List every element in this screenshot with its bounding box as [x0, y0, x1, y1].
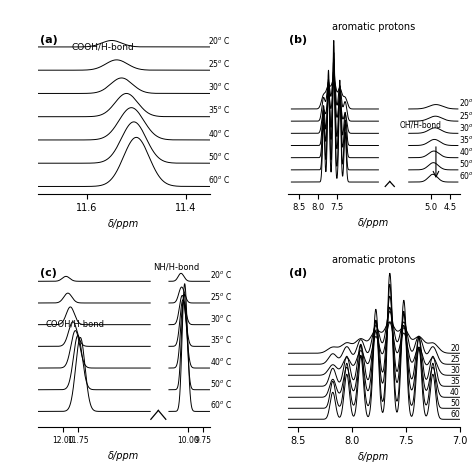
Text: 40: 40	[450, 388, 460, 397]
Text: 30$^o$: 30$^o$	[459, 122, 474, 133]
Text: 25$^o$: 25$^o$	[459, 109, 474, 120]
Text: 30$^o$ C: 30$^o$ C	[208, 81, 230, 92]
Text: 20$^o$ C: 20$^o$ C	[210, 269, 233, 280]
Text: 35$^o$: 35$^o$	[459, 134, 474, 145]
Text: (b): (b)	[289, 35, 308, 45]
Text: 40$^o$: 40$^o$	[459, 146, 474, 157]
Text: 25$^o$ C: 25$^o$ C	[208, 58, 230, 69]
Text: 35: 35	[450, 377, 460, 386]
Text: COOH/H-bond: COOH/H-bond	[72, 42, 135, 51]
Text: 40$^o$ C: 40$^o$ C	[210, 356, 233, 367]
Text: (d): (d)	[289, 268, 308, 278]
Text: 60$^o$: 60$^o$	[459, 171, 474, 182]
Text: 35$^o$ C: 35$^o$ C	[208, 104, 230, 115]
Text: 60$^o$ C: 60$^o$ C	[208, 174, 230, 185]
Text: 50: 50	[450, 399, 460, 408]
Title: aromatic protons: aromatic protons	[332, 255, 415, 265]
Title: aromatic protons: aromatic protons	[332, 22, 415, 32]
Text: 30$^o$ C: 30$^o$ C	[210, 313, 233, 324]
Text: 50$^o$ C: 50$^o$ C	[210, 378, 233, 389]
Text: (a): (a)	[40, 35, 57, 45]
X-axis label: δ/ppm: δ/ppm	[358, 218, 389, 228]
X-axis label: δ/ppm: δ/ppm	[109, 451, 140, 461]
Text: 25: 25	[450, 355, 460, 364]
Text: 30: 30	[450, 366, 460, 375]
X-axis label: δ/ppm: δ/ppm	[358, 452, 389, 462]
Text: 20$^o$ C: 20$^o$ C	[208, 35, 230, 46]
Text: 60: 60	[450, 410, 460, 419]
Text: 50$^o$: 50$^o$	[459, 158, 474, 169]
Text: OH/H-bond: OH/H-bond	[400, 120, 442, 129]
Text: (c): (c)	[40, 268, 56, 278]
X-axis label: δ/ppm: δ/ppm	[109, 219, 140, 229]
Text: COOH/H-bond: COOH/H-bond	[46, 320, 105, 329]
Text: 50$^o$ C: 50$^o$ C	[208, 151, 230, 162]
Text: 35$^o$ C: 35$^o$ C	[210, 334, 233, 346]
Text: 20$^o$: 20$^o$	[459, 98, 474, 109]
Text: NH/H-bond: NH/H-bond	[153, 263, 200, 272]
Text: 25$^o$ C: 25$^o$ C	[210, 291, 233, 302]
Text: 60$^o$ C: 60$^o$ C	[210, 400, 233, 410]
Text: 40$^o$ C: 40$^o$ C	[208, 128, 230, 139]
Text: 20: 20	[450, 344, 460, 353]
